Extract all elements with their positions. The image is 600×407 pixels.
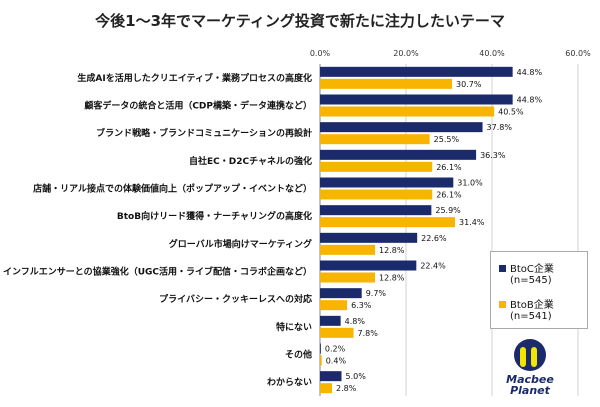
data-label: 25.9%	[435, 206, 461, 215]
bar-btoc	[320, 315, 341, 326]
bar-btoc	[320, 66, 513, 77]
category-label: プライバシー・クッキーレスへの対応	[159, 293, 312, 305]
bar-btob	[320, 134, 430, 145]
data-label: 2.8%	[336, 384, 357, 393]
bar-btob	[320, 217, 456, 228]
bar-btoc	[320, 232, 418, 243]
x-tick-label: 40.0%	[479, 49, 505, 58]
data-label: 7.8%	[358, 329, 379, 338]
x-tick-label: 0.0%	[310, 49, 331, 58]
bar-btoc	[320, 205, 432, 216]
bar-btob	[320, 300, 348, 311]
data-label: 25.5%	[434, 135, 460, 144]
data-label: 6.3%	[351, 301, 372, 310]
data-label: 4.8%	[345, 317, 366, 326]
legend-label: BtoB企業	[510, 300, 554, 311]
x-tick-label: 60.0%	[565, 49, 591, 58]
bar-btob	[320, 106, 495, 117]
category-label: 顧客データの統合と活用（CDP構築・データ連携など）	[84, 100, 312, 112]
data-label: 30.7%	[456, 80, 482, 89]
data-label: 22.6%	[421, 234, 447, 243]
data-label: 22.4%	[420, 262, 446, 271]
bar-btob	[320, 355, 322, 366]
category-label: 店舗・リアル接点での体験価値向上（ポップアップ・イベントなど）	[33, 183, 312, 195]
bar-btoc	[320, 260, 417, 271]
bar-btob	[320, 189, 433, 200]
category-label: BtoB向けリード獲得・ナーチャリングの高度化	[117, 210, 312, 222]
chart-title: 今後1〜3年でマーケティング投資で新たに注力したいテーマ	[95, 12, 505, 30]
legend-item-btob: BtoB企業 (n=541)	[499, 296, 554, 322]
data-label: 12.8%	[379, 246, 405, 255]
category-label: 生成AIを活用したクリエイティブ・業務プロセスの高度化	[77, 72, 312, 84]
data-label: 44.8%	[517, 68, 543, 77]
data-label: 26.1%	[436, 191, 462, 200]
bar-btob	[320, 383, 333, 394]
data-label: 12.8%	[379, 274, 405, 283]
bar-btoc	[320, 149, 477, 160]
data-label: 26.1%	[436, 163, 462, 172]
legend-item-btoc: BtoC企業 (n=545)	[499, 260, 554, 286]
macbee-planet-logo: Macbee Planet	[503, 337, 563, 407]
category-label: グローバル市場向けマーケティング	[169, 238, 312, 250]
bar-btob	[320, 244, 376, 255]
data-label: 37.8%	[487, 123, 513, 132]
legend: BtoC企業 (n=545) BtoB企業 (n=541)	[490, 251, 588, 329]
category-label: インフルエンサーとの協業強化（UGC活用・ライブ配信・コラボ企画など）	[3, 266, 312, 278]
legend-sub: (n=545)	[510, 275, 552, 286]
bar-btob	[320, 78, 453, 89]
legend-swatch-btoc	[499, 265, 506, 272]
data-label: 0.2%	[325, 345, 346, 354]
x-tick-label: 20.0%	[393, 49, 419, 58]
category-label: その他	[285, 349, 312, 361]
data-label: 40.5%	[498, 108, 524, 117]
data-label: 0.4%	[326, 357, 347, 366]
category-label: 自社EC・D2Cチャネルの強化	[189, 155, 312, 167]
bar-btoc	[320, 371, 342, 382]
bar-btob	[320, 161, 433, 172]
category-label: 特にない	[276, 321, 312, 333]
bar-btoc	[320, 288, 362, 299]
category-label: ブランド戦略・ブランドコミュニケーションの再設計	[96, 127, 312, 139]
bar-btoc	[320, 177, 454, 188]
bar-btoc	[320, 122, 483, 133]
legend-label: BtoC企業	[510, 264, 554, 275]
legend-sub: (n=541)	[510, 311, 552, 322]
legend-swatch-btob	[499, 301, 506, 308]
data-label: 5.0%	[346, 372, 367, 381]
bar-btob	[320, 272, 376, 283]
svg-text:Planet: Planet	[510, 384, 551, 397]
data-label: 9.7%	[366, 289, 387, 298]
data-label: 36.3%	[480, 151, 506, 160]
bar-btoc	[320, 94, 513, 105]
category-label: わからない	[267, 377, 312, 388]
bar-btob	[320, 327, 354, 338]
bar-btoc	[320, 343, 321, 354]
data-label: 31.4%	[459, 218, 485, 227]
svg-text:Macbee: Macbee	[506, 373, 554, 386]
data-label: 44.8%	[517, 96, 543, 105]
data-label: 31.0%	[457, 179, 483, 188]
